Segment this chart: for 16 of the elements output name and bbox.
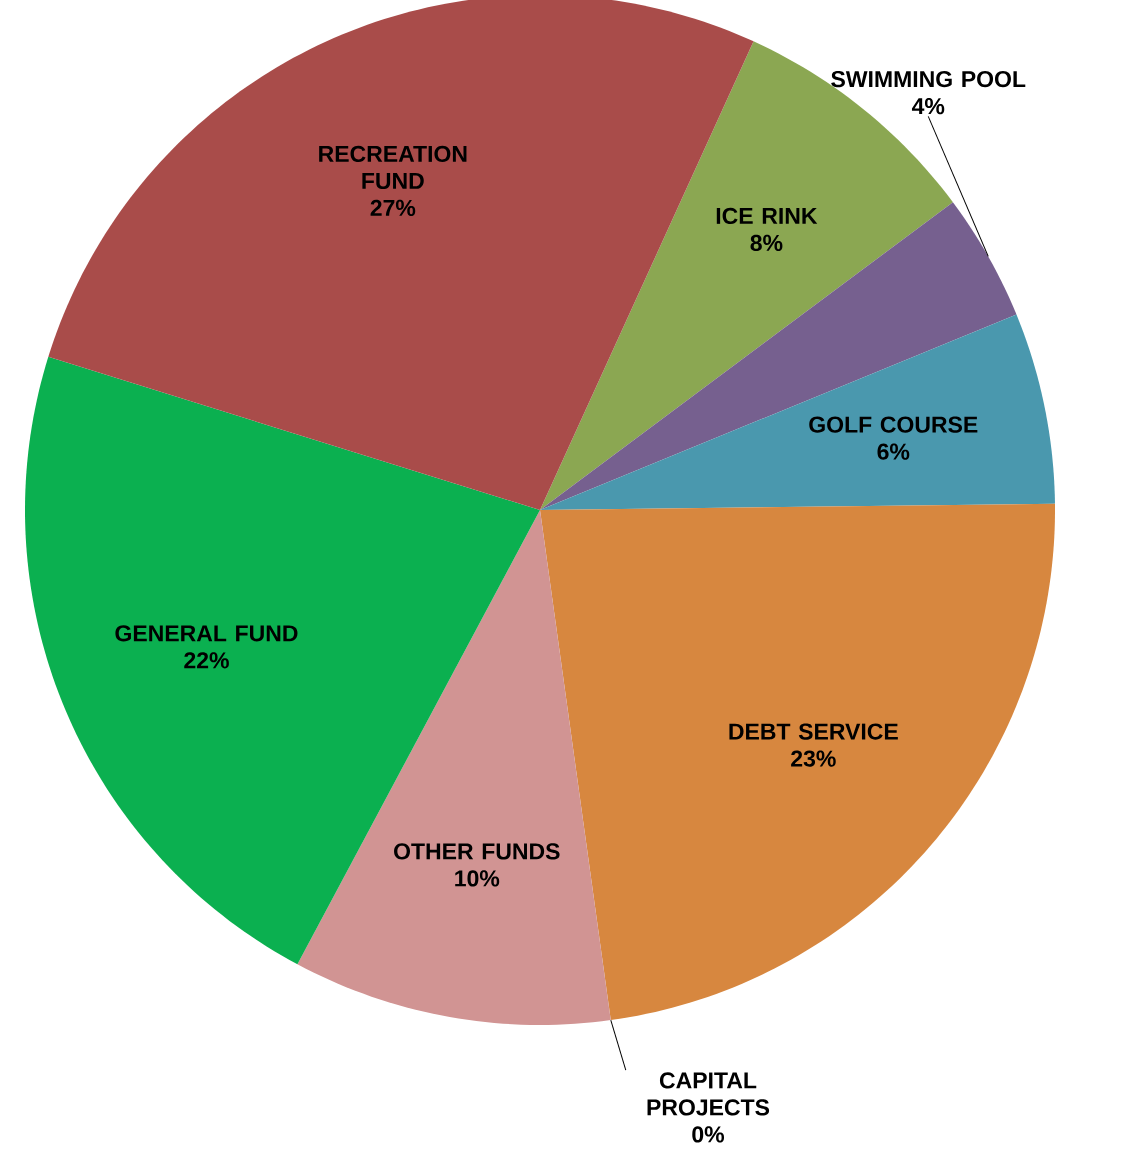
data-label: 10% — [455, 870, 500, 887]
slice-label: ICE RINK — [716, 207, 818, 225]
slice-label: GENERAL FUND — [115, 625, 298, 642]
slice-label: GOLF COURSE — [809, 416, 978, 433]
slice-label: SWIMMING POOL — [831, 70, 1026, 88]
category-label: CAPITAL PROJECTS — [647, 1072, 770, 1116]
data-label: 6% — [877, 443, 910, 460]
text: 0% — [692, 1126, 725, 1143]
data-label: 22% — [184, 652, 229, 669]
data-label: 27% — [370, 199, 416, 217]
data-label: 23% — [791, 750, 836, 767]
data-label: 8% — [750, 234, 783, 252]
data-label: 4% — [911, 97, 945, 115]
slice-label: OTHER FUNDS — [394, 843, 560, 860]
slice-label: RECREATION FUND — [319, 145, 467, 190]
slice-label: DEBT SERVICE — [729, 723, 898, 740]
